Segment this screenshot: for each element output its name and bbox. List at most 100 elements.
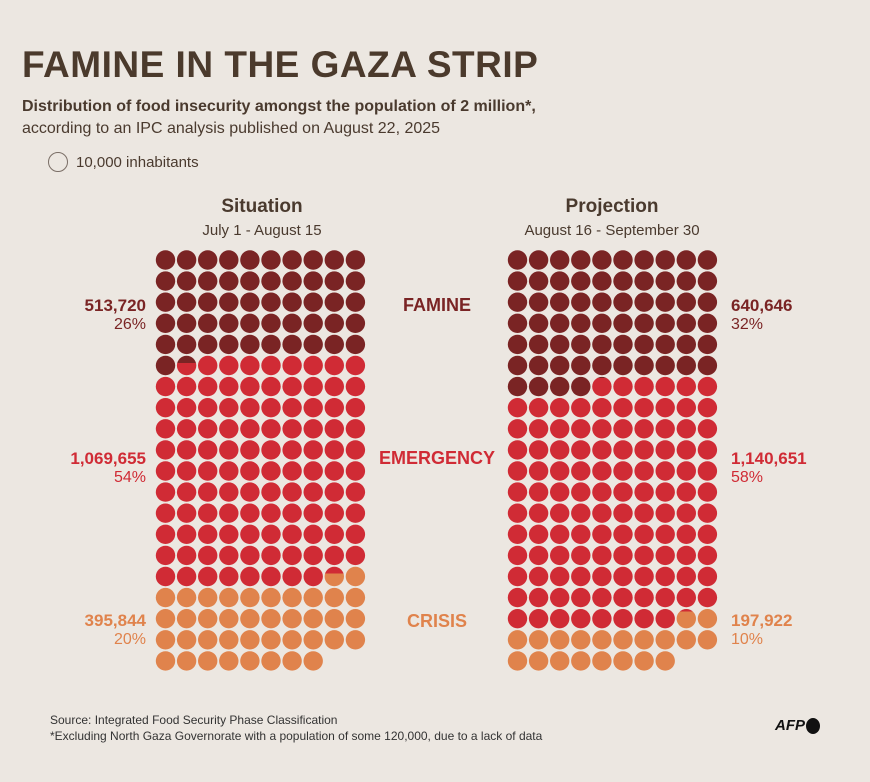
situation-famine-circle [345, 271, 366, 291]
situation-famine-circle [155, 313, 176, 333]
projection-emergency-circle [528, 482, 549, 502]
situation-emergency-circle [176, 461, 197, 481]
situation-emergency-circle [219, 461, 239, 481]
projection-crisis-circle [613, 630, 633, 650]
projection-emergency-circle [571, 419, 591, 439]
situation-famine-circle [324, 313, 344, 333]
projection-famine-circle [676, 250, 696, 270]
projection-emergency-circle [571, 461, 591, 481]
situation-famine-circle [198, 250, 218, 270]
situation-crisis-circle [303, 651, 323, 671]
projection-emergency-circle [571, 398, 591, 418]
situation-emergency-circle [345, 524, 366, 544]
projection-emergency-circle [550, 524, 570, 544]
situation-famine-circle [240, 250, 260, 270]
label-emergency: EMERGENCY [378, 448, 495, 468]
projection-famine-circle [571, 334, 591, 355]
projection-emergency-circle [550, 398, 570, 418]
situation-emergency-circle [198, 482, 218, 502]
projection-famine-circle [571, 355, 591, 376]
situation-famine-circle [303, 334, 323, 355]
situation-famine-circle [155, 292, 176, 312]
projection-crisis-circle [634, 630, 654, 650]
projection-famine-circle [528, 250, 549, 270]
situation-emergency-circle [261, 566, 281, 587]
situation-emergency-circle [198, 376, 218, 397]
situation-emergency-circle [240, 503, 260, 523]
projection-famine-circle [507, 292, 528, 312]
projection-emergency-circle [634, 419, 654, 439]
projection-famine-circle [571, 292, 591, 312]
projection-emergency-circle [507, 524, 528, 544]
projection-emergency-circle [507, 440, 528, 460]
projection-famine-circle [507, 250, 528, 270]
situation-crisis-circle [155, 651, 176, 671]
situation-famine-circle [176, 355, 197, 376]
situation-famine-circle [345, 250, 366, 270]
projection-emergency-circle [571, 503, 591, 523]
projection-famine-circle [592, 334, 612, 355]
situation-famine-circle [282, 271, 302, 291]
projection-famine-circle [655, 292, 675, 312]
projection-emergency-circle [697, 503, 718, 523]
situation-crisis-circle [240, 587, 260, 608]
situation-emergency-circle [155, 419, 176, 439]
situation-emergency-circle [282, 355, 302, 376]
projection-emergency-circle [697, 440, 718, 460]
projection-emergency-circle [592, 440, 612, 460]
legend: 10,000 inhabitants [48, 152, 199, 172]
projection-emergency-value: 1,140,651 [731, 449, 807, 468]
situation-emergency-circle [155, 461, 176, 481]
situation-emergency-circle [240, 545, 260, 566]
projection-emergency-circle [634, 545, 654, 566]
projection-emergency-circle [655, 587, 675, 608]
situation-famine-circle [240, 292, 260, 312]
projection-famine-circle [634, 250, 654, 270]
source-note: Source: Integrated Food Security Phase C… [50, 713, 338, 727]
situation-emergency-circle [324, 440, 344, 460]
projection-crisis-circle [655, 630, 675, 650]
projection-emergency-circle [571, 587, 591, 608]
situation-famine-circle [261, 334, 281, 355]
situation-emergency-circle [324, 482, 344, 502]
projection-emergency-circle [697, 566, 718, 587]
projection-emergency-circle [655, 545, 675, 566]
projection-emergency-circle [550, 587, 570, 608]
situation-famine-circle [282, 313, 302, 333]
projection-emergency-circle [697, 398, 718, 418]
projection-famine-circle [571, 271, 591, 291]
situation-crisis-circle [198, 587, 218, 608]
projection-emergency-circle [507, 461, 528, 481]
situation-famine-circle [176, 313, 197, 333]
situation-emergency-circle [240, 482, 260, 502]
projection-emergency-circle [613, 503, 633, 523]
situation-emergency-circle [282, 503, 302, 523]
projection-emergency-circle [676, 376, 696, 397]
projection-emergency-circle [571, 566, 591, 587]
situation-crisis-circle [345, 587, 366, 608]
situation-famine-circle [324, 292, 344, 312]
situation-emergency-circle [219, 566, 239, 587]
projection-emergency-circle [571, 482, 591, 502]
situation-emergency-circle [303, 461, 323, 481]
situation-crisis-circle [303, 630, 323, 650]
projection-famine-circle [550, 250, 570, 270]
situation-emergency-circle [219, 376, 239, 397]
panel-period-projection: August 16 - September 30 [524, 222, 700, 239]
situation-crisis-circle [282, 587, 302, 608]
situation-emergency-circle [261, 461, 281, 481]
projection-emergency-circle [655, 482, 675, 502]
situation-emergency-circle [261, 545, 281, 566]
situation-famine-circle [176, 292, 197, 312]
projection-famine-circle [507, 334, 528, 355]
situation-famine-circle [303, 271, 323, 291]
projection-famine-circle [613, 313, 633, 333]
projection-emergency-circle [655, 398, 675, 418]
situation-emergency-circle [261, 482, 281, 502]
situation-emergency-circle [282, 545, 302, 566]
situation-emergency-circle [345, 503, 366, 523]
projection-famine-circle [507, 271, 528, 291]
panel-title-situation: Situation [221, 196, 303, 217]
projection-emergency-circle [550, 566, 570, 587]
projection-emergency-circle [655, 566, 675, 587]
